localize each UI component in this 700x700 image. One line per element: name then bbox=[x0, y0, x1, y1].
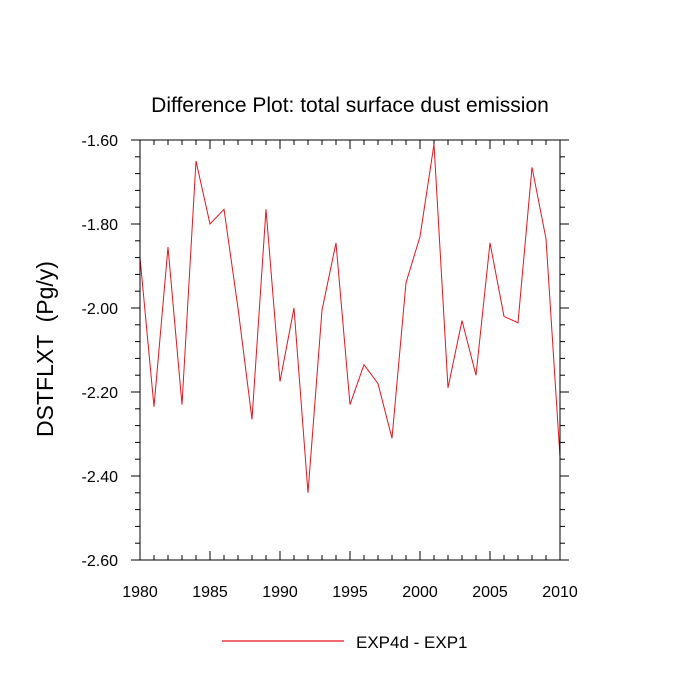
y-tick-labels: -2.60 -2.40 -2.20 -2.00 -1.80 -1.60 bbox=[82, 133, 119, 570]
y-tick-label: -1.80 bbox=[82, 217, 119, 234]
data-point bbox=[391, 437, 393, 439]
x-tick-label: 1985 bbox=[192, 584, 228, 601]
y-tick-label: -2.00 bbox=[82, 301, 119, 318]
data-point bbox=[335, 242, 337, 244]
y-tick-label: -2.20 bbox=[82, 385, 119, 402]
y-tick-label: -1.60 bbox=[82, 133, 119, 150]
data-point bbox=[531, 167, 533, 169]
x-tick-label: 2005 bbox=[472, 584, 508, 601]
data-point bbox=[223, 209, 225, 211]
data-point bbox=[209, 223, 211, 225]
legend-label: EXP4d - EXP1 bbox=[356, 633, 468, 652]
x-tick-label: 1990 bbox=[262, 584, 298, 601]
y-tick-label: -2.60 bbox=[82, 553, 119, 570]
x-tick-labels: 1980 1985 1990 1995 2000 2005 2010 bbox=[122, 584, 578, 601]
data-point bbox=[461, 320, 463, 322]
data-point bbox=[167, 246, 169, 248]
data-point bbox=[349, 404, 351, 406]
major-ticks bbox=[131, 139, 569, 561]
x-tick-label: 1980 bbox=[122, 584, 158, 601]
minor-ticks bbox=[135, 140, 565, 560]
data-point bbox=[363, 364, 365, 366]
x-tick-label: 2000 bbox=[402, 584, 438, 601]
data-point bbox=[377, 383, 379, 385]
data-point bbox=[321, 309, 323, 311]
data-point bbox=[517, 322, 519, 324]
chart-title: Difference Plot: total surface dust emis… bbox=[151, 94, 549, 117]
data-point bbox=[307, 492, 309, 494]
x-tick-label: 1995 bbox=[332, 584, 368, 601]
data-point bbox=[419, 236, 421, 238]
data-point bbox=[475, 374, 477, 376]
legend: EXP4d - EXP1 bbox=[222, 633, 468, 652]
data-point bbox=[405, 282, 407, 284]
data-point bbox=[181, 404, 183, 406]
plot-frame bbox=[139, 139, 561, 561]
series-line bbox=[139, 144, 561, 493]
data-point bbox=[195, 160, 197, 162]
data-point bbox=[503, 316, 505, 318]
data-point bbox=[265, 209, 267, 211]
data-point bbox=[433, 143, 435, 145]
data-point bbox=[251, 419, 253, 421]
data-point bbox=[293, 307, 295, 309]
data-point bbox=[447, 387, 449, 389]
plot-series bbox=[139, 143, 561, 494]
y-tick-label: -2.40 bbox=[82, 469, 119, 486]
data-point bbox=[489, 242, 491, 244]
data-point bbox=[153, 406, 155, 408]
data-point bbox=[545, 238, 547, 240]
x-tick-label: 2010 bbox=[542, 584, 578, 601]
data-point bbox=[279, 381, 281, 383]
y-axis-label: DSTFLXT (Pg/y) bbox=[32, 261, 58, 437]
data-point bbox=[237, 307, 239, 309]
